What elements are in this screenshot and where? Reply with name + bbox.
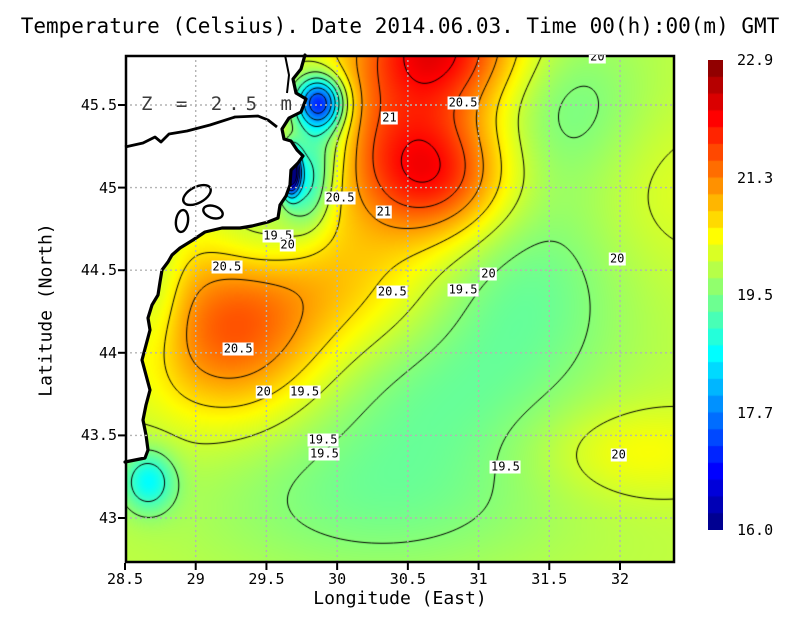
- x-tick-label: 29.5: [248, 570, 285, 588]
- x-tick-label: 30: [328, 570, 347, 588]
- contour-label: 20.5: [211, 259, 243, 274]
- contour-label: 19.5: [289, 384, 321, 399]
- contour-label: 20: [279, 237, 296, 252]
- lake-outline: [202, 204, 224, 220]
- contour-label: 19.5: [262, 228, 294, 242]
- contour-label: 20.5: [447, 95, 479, 110]
- map-plot-area: Z = 2.5 m 20 20.5 21 20.5 21 19.5 20 20.5 20 20 19…: [118, 53, 676, 570]
- plot-frame: [124, 54, 676, 564]
- contour-label: 20: [608, 251, 626, 266]
- colorbar: [708, 60, 723, 530]
- contour-label: 20: [480, 266, 497, 280]
- lake-outline: [174, 208, 190, 234]
- contour-label: 20.5: [376, 284, 408, 299]
- depth-annotation: Z = 2.5 m: [141, 93, 298, 115]
- x-tick-label: 32: [610, 570, 630, 588]
- contour-label: 19.5: [308, 446, 340, 461]
- contour-label-layer: Z = 2.5 m 20 20.5 21 20.5 21 19.5 20 20.5 20 20 19…: [125, 55, 675, 563]
- coastline-path: [123, 53, 308, 464]
- colorbar-tick-label: 17.7: [737, 403, 774, 422]
- y-tick-label: 44.5: [80, 261, 117, 280]
- colorbar-tick-label: 16.0: [737, 521, 774, 539]
- contour-label: 19.5: [447, 282, 479, 297]
- x-tick-label: 29: [186, 570, 205, 588]
- x-tick-label: 28.5: [106, 570, 144, 588]
- colorbar-tick-label: 21.3: [737, 168, 774, 187]
- y-tick-label: 43: [98, 509, 117, 527]
- x-tick-label: 31: [469, 570, 488, 588]
- coastline-layer: [123, 53, 308, 464]
- colorbar-tick-label: 22.9: [737, 51, 774, 69]
- contour-label: 19.5: [489, 459, 521, 474]
- contour-label: 20.5: [222, 341, 254, 356]
- contour-label: 20: [589, 55, 606, 64]
- y-tick-label: 45.5: [80, 96, 117, 114]
- contour-label: 20.5: [324, 190, 356, 204]
- y-tick-label: 44: [98, 343, 117, 362]
- y-tick-label: 43.5: [80, 426, 117, 445]
- contour-label: 21: [381, 110, 398, 125]
- colorbar-canvas: [708, 60, 723, 530]
- x-tick-label: 30.5: [389, 570, 426, 588]
- chart-title: Temperature (Celsius). Date 2014.06.03. …: [20, 14, 780, 38]
- y-tick-label: 45: [98, 178, 117, 197]
- land-polygon: [125, 55, 306, 462]
- contour-label: 20: [255, 384, 272, 399]
- channel-path: [284, 54, 291, 94]
- river-path: [124, 114, 278, 149]
- contour-label: 20: [610, 447, 627, 462]
- x-axis-label: Longitude (East): [313, 588, 487, 609]
- contour-label: 21: [375, 204, 393, 219]
- x-tick-label: 31.5: [531, 570, 568, 588]
- colorbar-tick-label: 19.5: [737, 286, 774, 304]
- contour-label: 19.5: [307, 432, 339, 447]
